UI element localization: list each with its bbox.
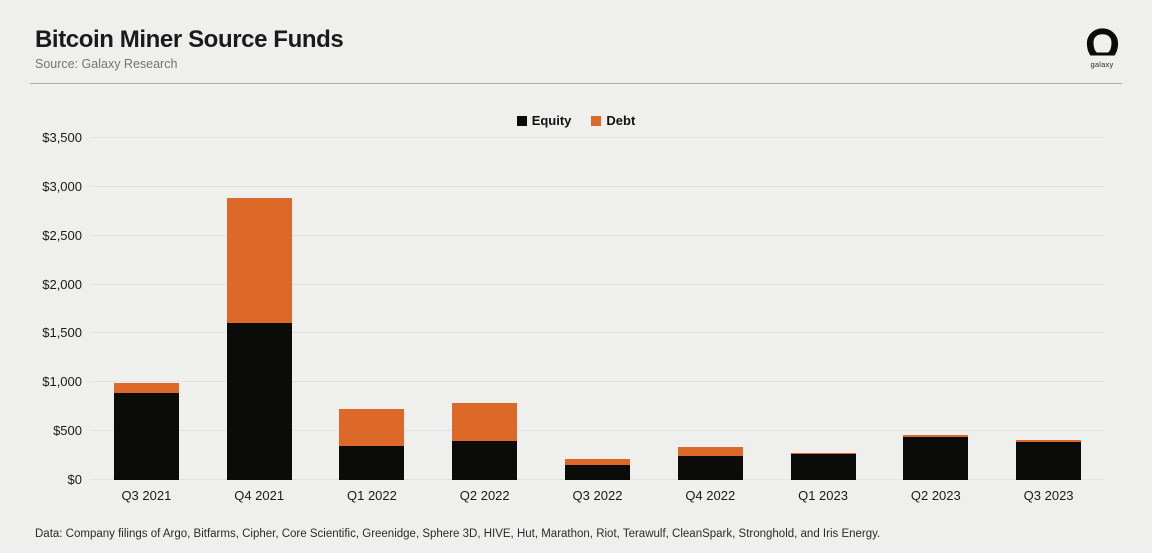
x-axis-label-q2-2022: Q2 2022 <box>459 488 510 503</box>
x-axis-label-q1-2022: Q1 2022 <box>346 488 397 503</box>
y-tick-label-1500: $1,500 <box>42 325 82 341</box>
y-tick-label-3000: $3,000 <box>42 178 82 194</box>
bar-segment-debt-q2-2023 <box>903 434 969 438</box>
bar-segment-debt-q3-2022 <box>565 458 630 466</box>
y-axis: $0 $500 $1,000 $1,500 $2,000 $2,500 $3,000 $3,5… <box>0 130 82 487</box>
bar-segment-equity-q1-2022 <box>339 446 405 480</box>
y-tick-label-2000: $2,000 <box>42 276 82 292</box>
bar-segment-equity-q3-2022 <box>565 465 630 480</box>
x-axis-label-q3-2023: Q3 2023 <box>1023 488 1074 503</box>
bar-segment-debt-q3-2021 <box>113 383 179 394</box>
x-axis: Q3 2021 Q4 2021 Q1 2022 Q2 2022 Q3 2022 Q4 20… <box>90 488 1105 508</box>
gridline-3000 <box>90 185 1105 187</box>
bar-segment-equity-q3-2021 <box>113 393 179 480</box>
y-tick-label-3500: $3,500 <box>42 130 82 145</box>
x-axis-label-q4-2021: Q4 2021 <box>234 488 285 503</box>
x-axis-label-q1-2023: Q1 2023 <box>798 488 848 503</box>
bar-segment-equity-q2-2022 <box>452 440 518 480</box>
x-axis-label-q3-2022: Q3 2022 <box>572 488 623 503</box>
bar-segment-equity-q3-2023 <box>1016 442 1082 480</box>
legend-swatch-debt-icon <box>591 115 602 126</box>
bar-segment-debt-q3-2023 <box>1016 439 1082 443</box>
bar-segment-debt-q1-2023 <box>790 452 856 454</box>
plot-area <box>90 137 1105 480</box>
y-tick-label-500: $500 <box>53 423 82 439</box>
legend-label-equity: Equity <box>531 113 572 128</box>
gridline-2500 <box>90 234 1105 236</box>
bar-segment-debt-q4-2021 <box>226 197 292 323</box>
bar-segment-equity-q4-2022 <box>677 456 743 480</box>
galaxy-logo: galaxy <box>1084 27 1120 69</box>
bar-segment-equity-q2-2023 <box>903 437 969 480</box>
data-footnote: Data: Company filings of Argo, Bitfarms,… <box>35 528 881 540</box>
gridline-500 <box>90 430 1105 432</box>
y-tick-label-1000: $1,000 <box>42 374 82 390</box>
x-axis-label-q4-2022: Q4 2022 <box>685 488 736 503</box>
bar-segment-debt-q4-2022 <box>677 446 743 457</box>
bar-segment-debt-q1-2022 <box>339 409 405 447</box>
bar-segment-equity-q1-2023 <box>790 453 856 480</box>
gridline-3500 <box>90 137 1105 138</box>
bar-segment-debt-q2-2022 <box>452 402 518 441</box>
page-title: Bitcoin Miner Source Funds <box>35 26 344 53</box>
y-tick-label-2500: $2,500 <box>42 227 82 243</box>
source-label: Source: Galaxy Research <box>35 57 178 71</box>
x-axis-label-q3-2021: Q3 2021 <box>121 488 172 503</box>
gridline-1500 <box>90 332 1105 334</box>
legend-label-debt: Debt <box>606 113 636 128</box>
gridline-1000 <box>90 381 1105 383</box>
bar-segment-equity-q4-2021 <box>226 322 292 480</box>
gridline-2000 <box>90 283 1105 285</box>
legend-item-debt: Debt <box>591 113 635 128</box>
chart-legend: Equity Debt <box>0 113 1152 128</box>
galaxy-helmet-icon <box>1084 27 1120 59</box>
header-divider <box>30 83 1122 84</box>
legend-swatch-equity-icon <box>516 115 527 126</box>
x-axis-label-q2-2023: Q2 2023 <box>910 488 961 503</box>
galaxy-logo-text: galaxy <box>1090 60 1114 69</box>
legend-item-equity: Equity <box>516 113 572 128</box>
y-tick-label-0: $0 <box>67 472 82 487</box>
